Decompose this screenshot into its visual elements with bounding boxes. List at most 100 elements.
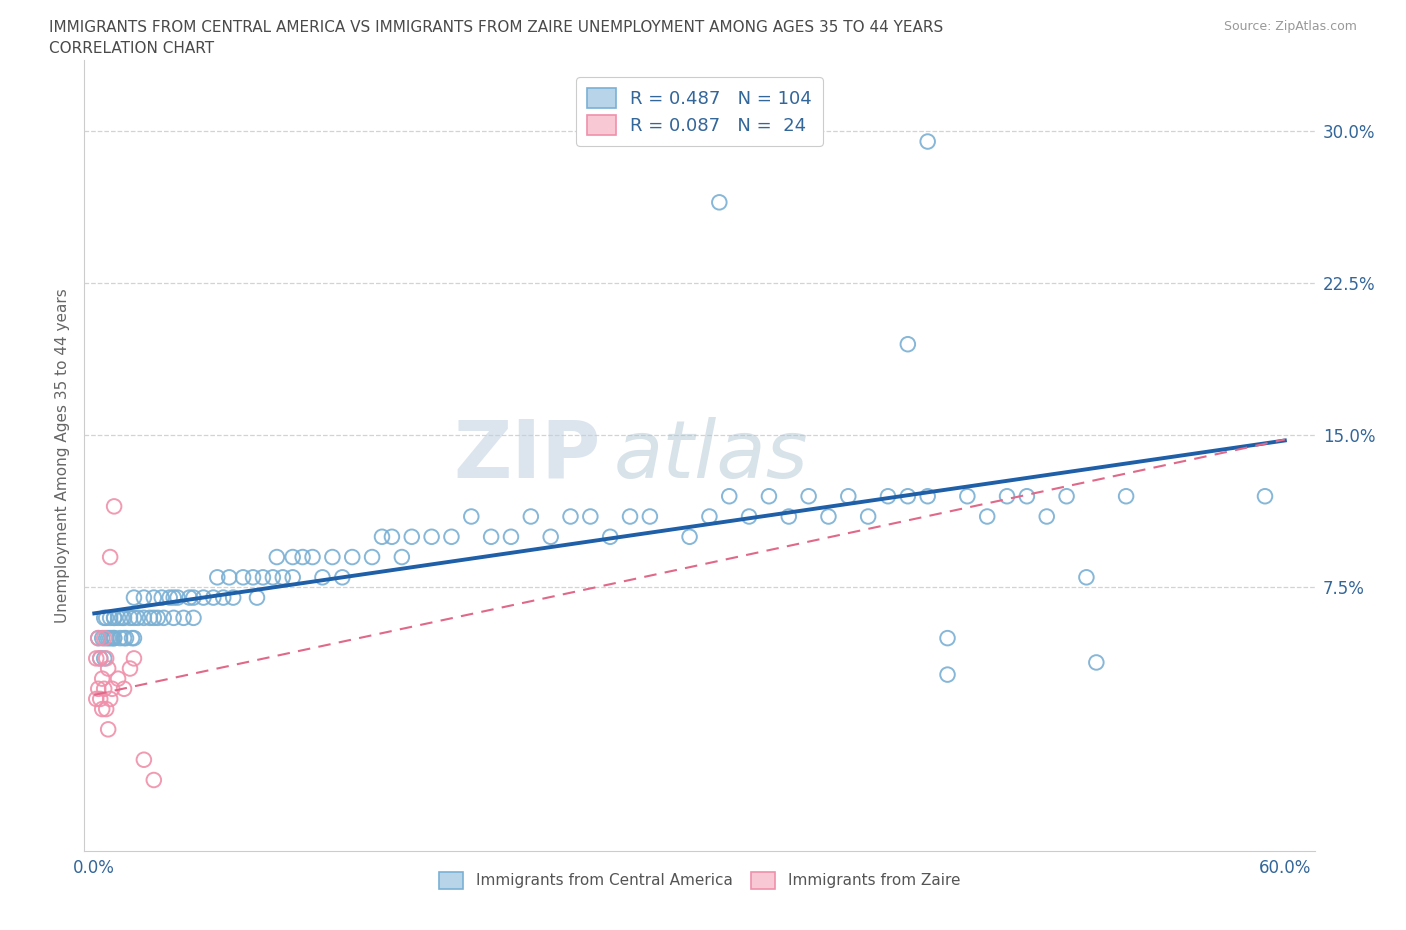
Point bbox=[281, 550, 304, 565]
Point bbox=[98, 692, 121, 707]
Point bbox=[108, 631, 131, 645]
Point bbox=[84, 651, 107, 666]
Point bbox=[121, 631, 143, 645]
Point bbox=[96, 701, 118, 716]
Point bbox=[232, 570, 254, 585]
Point bbox=[93, 610, 115, 625]
Point bbox=[342, 550, 364, 565]
Point bbox=[112, 631, 135, 645]
Point bbox=[103, 631, 125, 645]
Point bbox=[89, 692, 111, 707]
Point bbox=[93, 651, 115, 666]
Point bbox=[202, 591, 225, 605]
Point bbox=[122, 651, 145, 666]
Point bbox=[89, 651, 111, 666]
Point bbox=[718, 489, 741, 504]
Point bbox=[93, 682, 115, 697]
Point bbox=[678, 529, 700, 544]
Point bbox=[179, 591, 201, 605]
Point bbox=[1254, 489, 1277, 504]
Point bbox=[599, 529, 621, 544]
Point bbox=[112, 682, 135, 697]
Point bbox=[112, 610, 135, 625]
Point bbox=[381, 529, 404, 544]
Point bbox=[163, 610, 186, 625]
Point bbox=[252, 570, 274, 585]
Point bbox=[96, 631, 118, 645]
Point bbox=[917, 489, 939, 504]
Point bbox=[122, 610, 145, 625]
Point bbox=[183, 610, 205, 625]
Point bbox=[499, 529, 522, 544]
Point bbox=[97, 661, 120, 676]
Point bbox=[142, 610, 165, 625]
Point bbox=[103, 631, 125, 645]
Point bbox=[207, 570, 229, 585]
Point bbox=[638, 509, 661, 524]
Point bbox=[976, 509, 998, 524]
Point bbox=[96, 610, 118, 625]
Point bbox=[97, 722, 120, 737]
Point bbox=[107, 671, 129, 686]
Point bbox=[142, 773, 165, 788]
Text: IMMIGRANTS FROM CENTRAL AMERICA VS IMMIGRANTS FROM ZAIRE UNEMPLOYMENT AMONG AGES: IMMIGRANTS FROM CENTRAL AMERICA VS IMMIG… bbox=[49, 20, 943, 35]
Point bbox=[778, 509, 800, 524]
Point bbox=[242, 570, 264, 585]
Point bbox=[132, 591, 155, 605]
Point bbox=[146, 610, 169, 625]
Point bbox=[183, 591, 205, 605]
Point bbox=[479, 529, 502, 544]
Point bbox=[837, 489, 859, 504]
Point bbox=[936, 667, 959, 682]
Point bbox=[142, 591, 165, 605]
Point bbox=[159, 591, 181, 605]
Y-axis label: Unemployment Among Ages 35 to 44 years: Unemployment Among Ages 35 to 44 years bbox=[55, 288, 70, 623]
Point bbox=[797, 489, 820, 504]
Point bbox=[330, 570, 353, 585]
Point bbox=[619, 509, 641, 524]
Point bbox=[520, 509, 543, 524]
Point bbox=[1085, 655, 1108, 670]
Point bbox=[266, 550, 288, 565]
Point bbox=[281, 570, 304, 585]
Point bbox=[897, 337, 920, 352]
Point bbox=[1015, 489, 1038, 504]
Point bbox=[758, 489, 780, 504]
Point bbox=[291, 550, 314, 565]
Legend: Immigrants from Central America, Immigrants from Zaire: Immigrants from Central America, Immigra… bbox=[433, 866, 966, 895]
Point bbox=[222, 591, 245, 605]
Point bbox=[103, 498, 125, 513]
Point bbox=[361, 550, 384, 565]
Point bbox=[87, 631, 110, 645]
Point bbox=[936, 631, 959, 645]
Point bbox=[127, 610, 149, 625]
Text: atlas: atlas bbox=[613, 417, 808, 495]
Point bbox=[111, 610, 134, 625]
Point bbox=[420, 529, 443, 544]
Point bbox=[118, 661, 141, 676]
Point bbox=[371, 529, 394, 544]
Point bbox=[89, 651, 111, 666]
Point bbox=[193, 591, 215, 605]
Point bbox=[897, 489, 920, 504]
Point bbox=[98, 610, 121, 625]
Point bbox=[97, 631, 120, 645]
Point bbox=[301, 550, 323, 565]
Point bbox=[540, 529, 562, 544]
Point bbox=[93, 631, 115, 645]
Point bbox=[91, 671, 114, 686]
Text: ZIP: ZIP bbox=[454, 417, 602, 495]
Point bbox=[91, 631, 114, 645]
Point bbox=[1115, 489, 1137, 504]
Point bbox=[103, 610, 125, 625]
Point bbox=[738, 509, 761, 524]
Point bbox=[118, 610, 141, 625]
Point bbox=[101, 682, 124, 697]
Point bbox=[212, 591, 235, 605]
Point bbox=[699, 509, 721, 524]
Text: CORRELATION CHART: CORRELATION CHART bbox=[49, 41, 214, 56]
Point bbox=[103, 610, 125, 625]
Point bbox=[856, 509, 879, 524]
Point bbox=[139, 610, 162, 625]
Point bbox=[401, 529, 423, 544]
